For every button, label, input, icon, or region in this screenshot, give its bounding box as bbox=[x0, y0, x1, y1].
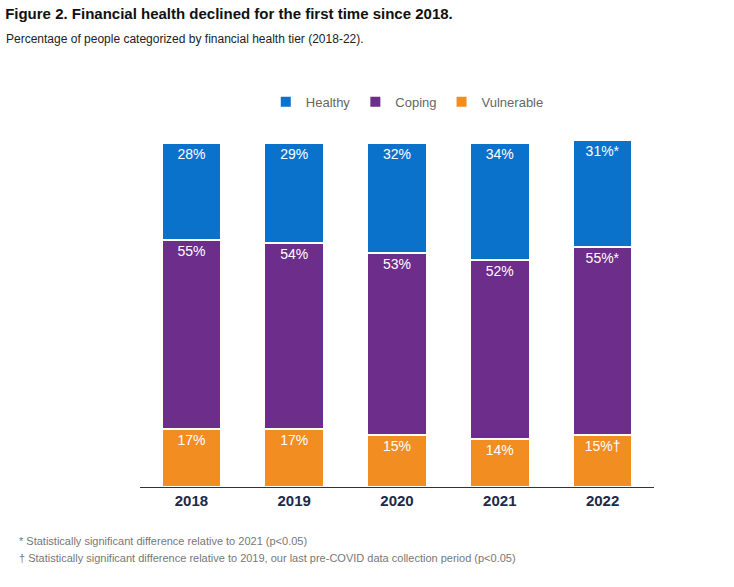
svg-text:† Statistically significant di: † Statistically significant difference r… bbox=[19, 552, 516, 564]
svg-text:2018: 2018 bbox=[175, 492, 208, 509]
svg-text:* Statistically significant di: * Statistically significant difference r… bbox=[19, 535, 307, 547]
svg-text:17%: 17% bbox=[177, 432, 205, 448]
svg-text:52%: 52% bbox=[486, 263, 514, 279]
svg-text:2019: 2019 bbox=[278, 492, 311, 509]
svg-text:2021: 2021 bbox=[483, 492, 516, 509]
svg-text:Healthy: Healthy bbox=[306, 95, 351, 110]
svg-text:55%*: 55%* bbox=[586, 250, 620, 266]
svg-text:15%: 15% bbox=[383, 438, 411, 454]
svg-text:53%: 53% bbox=[383, 256, 411, 272]
svg-text:34%: 34% bbox=[486, 146, 514, 162]
svg-text:54%: 54% bbox=[280, 246, 308, 262]
svg-text:Percentage of people categoriz: Percentage of people categorized by fina… bbox=[6, 32, 364, 46]
svg-text:17%: 17% bbox=[280, 432, 308, 448]
svg-text:29%: 29% bbox=[280, 146, 308, 162]
svg-text:14%: 14% bbox=[486, 442, 514, 458]
svg-text:Coping: Coping bbox=[395, 95, 436, 110]
svg-text:55%: 55% bbox=[177, 243, 205, 259]
svg-text:31%*: 31%* bbox=[586, 143, 620, 159]
svg-text:2020: 2020 bbox=[380, 492, 413, 509]
svg-text:32%: 32% bbox=[383, 146, 411, 162]
svg-text:28%: 28% bbox=[177, 146, 205, 162]
svg-text:2022: 2022 bbox=[586, 492, 619, 509]
svg-text:Vulnerable: Vulnerable bbox=[482, 95, 544, 110]
svg-text:Figure 2. Financial health dec: Figure 2. Financial health declined for … bbox=[5, 5, 453, 22]
svg-text:15%†: 15%† bbox=[585, 438, 621, 454]
